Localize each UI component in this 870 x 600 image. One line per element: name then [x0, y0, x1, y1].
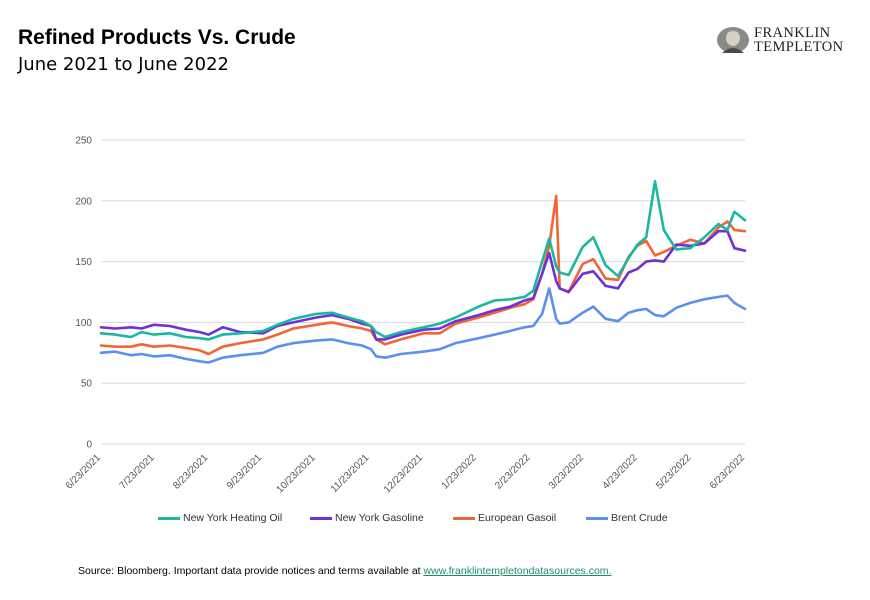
logo-wordmark: FRANKLIN TEMPLETON	[754, 25, 844, 55]
chart-legend: New York Heating Oil New York Gasoline Eur…	[0, 510, 870, 526]
x-tick-label: 3/23/2022	[547, 452, 587, 492]
chart-title: Refined Products Vs. Crude	[18, 26, 296, 49]
y-tick-label: 100	[75, 318, 92, 329]
legend-label: New York Heating Oil	[183, 512, 283, 524]
series-line-brent-crude	[99, 287, 747, 364]
x-tick-label: 4/23/2022	[601, 452, 641, 492]
x-tick-label: 10/23/2021	[275, 452, 318, 495]
x-tick-label: 9/23/2021	[225, 452, 265, 492]
x-tick-label: 8/23/2021	[171, 452, 211, 492]
x-tick-label: 2/23/2022	[493, 452, 533, 492]
legend-swatch	[158, 516, 180, 520]
portrait-icon	[717, 27, 749, 53]
legend-item: New York Heating Oil	[158, 510, 282, 526]
legend-swatch	[310, 516, 332, 520]
x-tick-label: 12/23/2021	[382, 452, 425, 495]
line-chart: 0 50 100 150 200 250 6/23/2021 7/23/2021 8/23/20…	[64, 136, 748, 496]
y-tick-label: 50	[81, 379, 93, 390]
legend-item: New York Gasoline	[310, 510, 424, 526]
source-text: Source: Bloomberg. Important data provid…	[78, 565, 424, 577]
y-tick-label: 150	[75, 257, 92, 268]
x-tick-label: 5/23/2022	[654, 452, 694, 492]
series-line-european-gasoil	[99, 194, 747, 356]
series-line-new-york-gasoline	[99, 229, 747, 341]
legend-item: European Gasoil	[453, 510, 556, 526]
source-note: Source: Bloomberg. Important data provid…	[78, 565, 611, 577]
logo-line-2: TEMPLETON	[754, 39, 844, 55]
y-tick-label: 0	[86, 440, 92, 451]
franklin-templeton-logo: FRANKLIN TEMPLETON	[716, 26, 861, 56]
x-tick-label: 11/23/2021	[329, 452, 372, 495]
y-tick-label: 250	[75, 136, 92, 147]
legend-label: European Gasoil	[478, 512, 557, 524]
source-link[interactable]: www.franklintempletondatasources.com.	[423, 565, 612, 577]
chart-subtitle: June 2021 to June 2022	[18, 54, 229, 75]
legend-label: New York Gasoline	[335, 512, 424, 524]
x-tick-label: 6/23/2022	[708, 452, 748, 492]
legend-swatch	[453, 516, 475, 520]
x-tick-label: 1/23/2022	[440, 452, 480, 492]
x-tick-label: 7/23/2021	[118, 452, 158, 492]
legend-swatch	[586, 516, 608, 520]
y-tick-label: 200	[75, 196, 92, 207]
legend-label: Brent Crude	[611, 512, 668, 524]
series-line-new-york-heating-oil	[99, 180, 747, 341]
logo-line-1: FRANKLIN	[754, 25, 831, 41]
legend-item: Brent Crude	[586, 510, 668, 526]
x-tick-label: 6/23/2021	[64, 452, 104, 492]
